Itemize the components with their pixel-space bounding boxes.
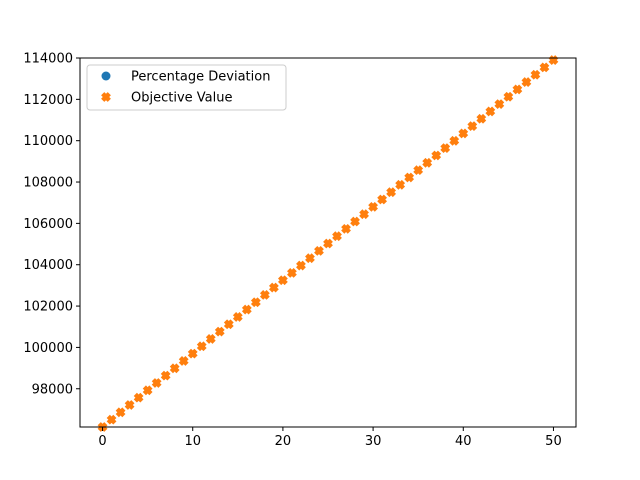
data-point — [142, 385, 153, 396]
data-point — [323, 238, 333, 249]
y-tick-label: 104000 — [23, 258, 73, 273]
y-tick-label: 102000 — [23, 300, 73, 315]
data-point — [178, 356, 189, 366]
legend-label: Percentage Deviation — [131, 70, 270, 85]
data-point — [250, 297, 261, 308]
series-objective-value — [97, 55, 559, 432]
data-point — [485, 106, 496, 117]
y-tick-label: 110000 — [23, 134, 73, 149]
data-point — [278, 275, 288, 286]
data-point — [287, 267, 297, 278]
data-point — [268, 282, 279, 293]
x-tick-label: 20 — [275, 434, 292, 449]
data-point — [359, 209, 369, 220]
data-point — [494, 99, 505, 109]
data-point — [296, 260, 306, 271]
data-point — [395, 179, 406, 190]
y-tick-label: 108000 — [23, 176, 73, 191]
data-point — [431, 150, 442, 161]
data-point — [205, 334, 216, 344]
data-point — [169, 363, 180, 374]
axis-ticks: 0 10 20 30 40 50 98000 100000 102000 104000 106000… — [23, 52, 561, 450]
y-tick-label: 98000 — [32, 382, 73, 397]
data-point — [413, 165, 424, 176]
data-point — [458, 128, 469, 139]
data-point — [160, 370, 171, 381]
x-tick-label: 50 — [545, 434, 562, 449]
data-point — [259, 290, 270, 300]
data-point — [512, 84, 523, 95]
data-point — [467, 121, 478, 132]
data-point — [187, 348, 198, 359]
legend-label: Objective Value — [131, 91, 232, 106]
data-point — [133, 392, 144, 403]
data-point — [539, 62, 550, 73]
y-tick-label: 100000 — [23, 341, 73, 356]
data-point — [440, 143, 451, 154]
data-point — [124, 400, 135, 410]
data-point — [530, 69, 541, 80]
legend-box — [86, 64, 287, 111]
x-tick-label: 40 — [455, 434, 472, 449]
data-point — [214, 326, 225, 337]
data-point — [404, 172, 415, 183]
data-point — [223, 319, 234, 330]
data-point — [521, 77, 532, 87]
data-point — [241, 304, 252, 315]
data-point — [115, 407, 126, 418]
data-point — [503, 91, 514, 102]
data-point — [422, 157, 433, 168]
axes-frame — [79, 57, 577, 428]
y-tick-label: 112000 — [23, 93, 73, 108]
x-tick-label: 10 — [184, 434, 201, 449]
x-tick-label: 0 — [98, 434, 106, 449]
y-tick-label: 114000 — [23, 52, 73, 67]
data-point — [232, 312, 243, 322]
data-point — [377, 194, 388, 205]
data-point — [151, 378, 162, 388]
data-point — [350, 216, 360, 227]
data-point — [305, 253, 315, 264]
data-point — [449, 135, 460, 146]
data-point — [476, 113, 487, 124]
data-point — [341, 223, 351, 234]
legend-marker — [101, 92, 111, 102]
data-point — [106, 414, 117, 425]
legend-marker — [101, 71, 111, 81]
data-point — [314, 245, 324, 256]
data-point — [196, 341, 207, 352]
x-tick-label: 30 — [365, 434, 382, 449]
y-tick-label: 106000 — [23, 217, 73, 232]
data-point — [332, 231, 342, 242]
plot-marks — [97, 55, 559, 432]
data-point — [368, 201, 378, 212]
legend: Percentage Deviation Objective Value — [86, 64, 287, 111]
data-point — [386, 187, 397, 198]
